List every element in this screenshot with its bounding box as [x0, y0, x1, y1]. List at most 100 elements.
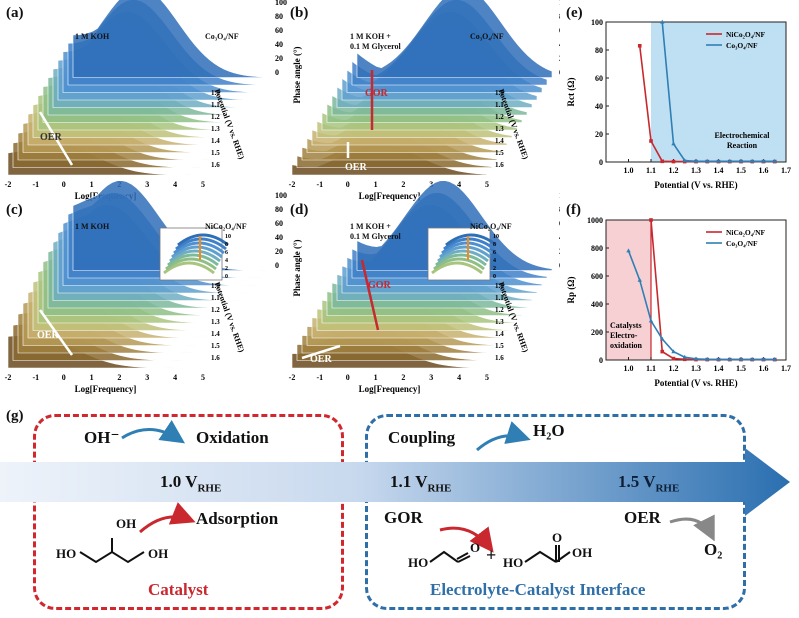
data-point [649, 139, 653, 143]
ytick-c: 1.2 [211, 306, 220, 314]
svg-text:0: 0 [225, 274, 228, 280]
data-point [682, 354, 687, 359]
data-point [671, 349, 676, 354]
panel-d-oer-label: OER [310, 354, 332, 365]
data-point [716, 357, 721, 362]
ytick-d: 1.3 [495, 318, 504, 326]
data-point [738, 158, 744, 163]
potential-1-1: 1.1 VRHE [390, 472, 452, 495]
y-tick-label: 400 [591, 300, 603, 309]
data-point [671, 141, 676, 146]
ztick-b: 0 [559, 68, 560, 77]
y-tick-label: 80 [595, 46, 603, 55]
ztick-d: 0 [559, 261, 560, 270]
ytick-a: 1.1 [211, 101, 220, 109]
panel-label-f: (f) [566, 202, 581, 218]
ytick-a: 1.0 [211, 89, 220, 97]
xtick-b: 3 [429, 180, 433, 189]
panel-label-e: (e) [566, 5, 583, 21]
ytick-d: 1.4 [495, 330, 504, 338]
xtick-c: 3 [145, 373, 149, 382]
panel-d-condition: 1 M KOH + [350, 222, 391, 231]
xtick-c: -1 [33, 373, 40, 382]
xtick-a: 3 [145, 180, 149, 189]
x-tick-label: 1.5 [736, 364, 746, 373]
ztick-c: 0 [275, 261, 279, 270]
ztick-c: 40 [275, 233, 283, 242]
legend-label: Co₃O₄/NF [726, 41, 758, 50]
xtick-b: 1 [374, 180, 378, 189]
data-point [727, 158, 732, 163]
xtick-d: 0 [346, 373, 350, 382]
panel-a-catalyst: Co₃O₄/NF [205, 32, 239, 41]
y-tick-label: 1000 [587, 216, 603, 225]
ytick-b: 1.6 [495, 161, 504, 169]
legend-label: Co₃O₄/NF [726, 239, 758, 248]
panel-d-catalyst: NiCo₂O₄/NF [470, 222, 512, 231]
x-tick-label: 1.1 [646, 166, 656, 175]
adsorption-label: Adsorption [196, 509, 279, 528]
ztick-a: 80 [275, 12, 283, 21]
annotation-text: Reaction [727, 141, 758, 150]
data-point [716, 158, 721, 163]
x-tick-label: 1.2 [669, 364, 679, 373]
y-tick-label: 200 [591, 328, 603, 337]
ytick-d: 1.5 [495, 342, 504, 350]
ztick-b: 60 [559, 26, 560, 35]
xtick-b: 4 [457, 180, 461, 189]
data-point [693, 158, 699, 163]
glycerol-ho-left: HO [56, 546, 77, 561]
x-tick-label: 1.7 [781, 364, 791, 373]
ytick-b: 1.3 [495, 125, 504, 133]
legend-label: NiCo₂O₄/NF [726, 228, 765, 237]
panel-label-d: (d) [290, 202, 309, 218]
oxidation-label: Oxidation [196, 428, 269, 447]
glycerol-oh-right: OH [148, 546, 169, 561]
x-tick-label: 1.0 [624, 364, 634, 373]
annotation-text: Electro- [610, 331, 638, 340]
oer-label: OER [624, 508, 661, 527]
ytick-a: 1.2 [211, 113, 220, 121]
svg-text:4: 4 [493, 258, 496, 264]
coupling-label: Coupling [388, 428, 456, 447]
ytick-c: 1.1 [211, 294, 220, 302]
panel-c-catalyst: NiCo₂O₄/NF [205, 222, 247, 231]
x-tick-label: 1.3 [691, 364, 701, 373]
ztick-c: 80 [275, 205, 283, 214]
ytick-a: 1.6 [211, 161, 220, 169]
xtick-a: -1 [33, 180, 40, 189]
waterfall-layer-b-13 [356, 0, 553, 78]
panel-b-condition: 1 M KOH + [350, 32, 391, 41]
panel-c-oer-label: OER [37, 330, 59, 341]
oxidation-arrow [121, 420, 185, 444]
xtick-b: 0 [346, 180, 350, 189]
x-tick-label: 1.5 [736, 166, 746, 175]
data-point [637, 277, 642, 282]
data-point [772, 357, 777, 362]
panel-a-oer-label: OER [40, 132, 62, 143]
x-tick-label: 1.0 [624, 166, 634, 175]
inset-0: 0 2 4 6 8 10 [159, 227, 231, 281]
glycerol-structure [79, 550, 145, 564]
xlabel-c: Log[Frequency] [75, 384, 137, 394]
xtick-d: 3 [429, 373, 433, 382]
y-tick-label: 60 [595, 74, 603, 83]
zlabel-a: Phase angle (°) [292, 46, 302, 103]
plus-sign: + [486, 545, 497, 565]
ytick-b: 1.1 [495, 101, 504, 109]
interface-box [365, 414, 746, 610]
y-tick-label: 0 [599, 158, 603, 167]
svg-text:8: 8 [225, 242, 228, 248]
ztick-d: 40 [559, 233, 560, 242]
svg-text:10: 10 [493, 234, 499, 240]
oer-arrow-a [38, 111, 74, 166]
ztick-d: 100 [559, 191, 560, 200]
gor-arrow-d [360, 259, 380, 331]
y-tick-label: 100 [591, 18, 603, 27]
xtick-d: 4 [457, 373, 461, 382]
oer-arrow-c [38, 309, 74, 356]
adsorption-arrow [139, 502, 196, 534]
xtick-d: -1 [317, 373, 324, 382]
ytick-b: 1.0 [495, 89, 504, 97]
